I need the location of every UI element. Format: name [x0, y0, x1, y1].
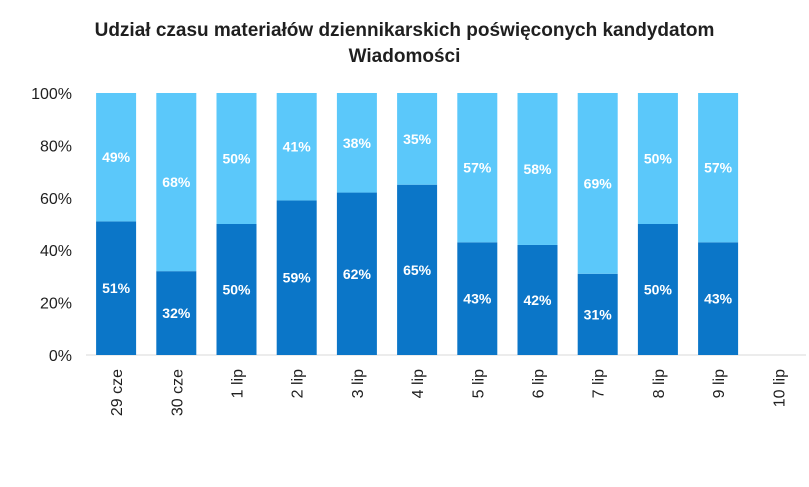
bar-segment-lower [577, 273, 618, 355]
bar-segment-lower [156, 271, 197, 355]
y-tick-label: 40% [40, 243, 72, 260]
data-label: 50% [222, 282, 251, 298]
bars [96, 93, 739, 355]
data-label: 51% [102, 280, 131, 296]
chart-title-line1: Udział czasu materiałów dziennikarskich … [94, 20, 715, 41]
data-label: 50% [644, 151, 673, 167]
x-tick-label: 8 lip [651, 369, 668, 398]
bar-segment-lower [397, 184, 438, 355]
bar-segment-lower [698, 242, 739, 355]
y-tick-label: 20% [40, 296, 72, 313]
x-tick-label: 1 lip [230, 369, 247, 398]
bar-segment-lower [637, 224, 678, 355]
bar-segment-lower [457, 242, 498, 355]
x-tick-label: 30 cze [169, 369, 186, 416]
y-tick-label: 0% [49, 348, 72, 365]
data-label: 57% [704, 160, 733, 176]
y-tick-label: 80% [40, 138, 72, 155]
x-tick-label: 29 cze [109, 369, 126, 416]
bar-segment-upper [457, 93, 498, 243]
data-label: 69% [584, 175, 613, 191]
data-label: 49% [102, 149, 131, 165]
data-label: 59% [283, 270, 312, 286]
data-label: 57% [463, 160, 492, 176]
y-axis: 0% 20% 40% 60% 80% 100% [31, 86, 72, 365]
bar-segment-upper [156, 93, 197, 272]
data-label: 42% [523, 292, 552, 308]
x-tick-label: 5 lip [470, 369, 487, 398]
x-tick-label: 7 lip [591, 369, 608, 398]
bar-segment-upper [637, 93, 678, 224]
bar-segment-upper [96, 93, 137, 222]
y-tick-label: 60% [40, 191, 72, 208]
bar-segment-upper [336, 93, 377, 193]
data-label: 32% [162, 305, 191, 321]
data-label: 50% [222, 151, 251, 167]
x-tick-label: 3 lip [350, 369, 367, 398]
data-label: 58% [523, 161, 552, 177]
bar-segment-lower [336, 192, 377, 355]
chart-title-line2: Wiadomości [348, 46, 461, 67]
x-tick-label: 4 lip [410, 369, 427, 398]
data-label: 68% [162, 174, 191, 190]
bar-segment-upper [216, 93, 257, 224]
data-label: 38% [343, 135, 372, 151]
data-label: 43% [463, 291, 492, 307]
bar-segment-upper [698, 93, 739, 243]
x-tick-label: 10 lip [771, 369, 788, 407]
chart-title: Udział czasu materiałów dziennikarskich … [0, 18, 809, 70]
x-tick-label: 6 lip [531, 369, 548, 398]
bar-segment-lower [216, 224, 257, 355]
x-tick-label: 9 lip [711, 369, 728, 398]
data-label: 35% [403, 131, 432, 147]
x-tick-label: 2 lip [290, 369, 307, 398]
data-label: 31% [584, 306, 613, 322]
bar-segment-lower [96, 221, 137, 355]
data-label: 62% [343, 266, 372, 282]
data-label: 50% [644, 282, 673, 298]
x-axis: 29 cze 30 cze 1 lip 2 lip 3 lip 4 lip 5 lip 6 l… [109, 369, 788, 416]
bar-segment-lower [517, 244, 558, 355]
bar-segment-lower [276, 200, 317, 355]
bar-segment-upper [276, 93, 317, 201]
data-label: 41% [283, 139, 312, 155]
bar-segment-upper [397, 93, 438, 185]
data-label: 65% [403, 262, 432, 278]
data-labels: 51% 49% 32% 68% 50% 50% 59% 41% 62% 38% 65% 35% 43% 5… [102, 131, 733, 323]
y-tick-label: 100% [31, 86, 72, 103]
bar-segment-upper [517, 93, 558, 245]
data-label: 43% [704, 291, 733, 307]
bar-segment-upper [577, 93, 618, 274]
